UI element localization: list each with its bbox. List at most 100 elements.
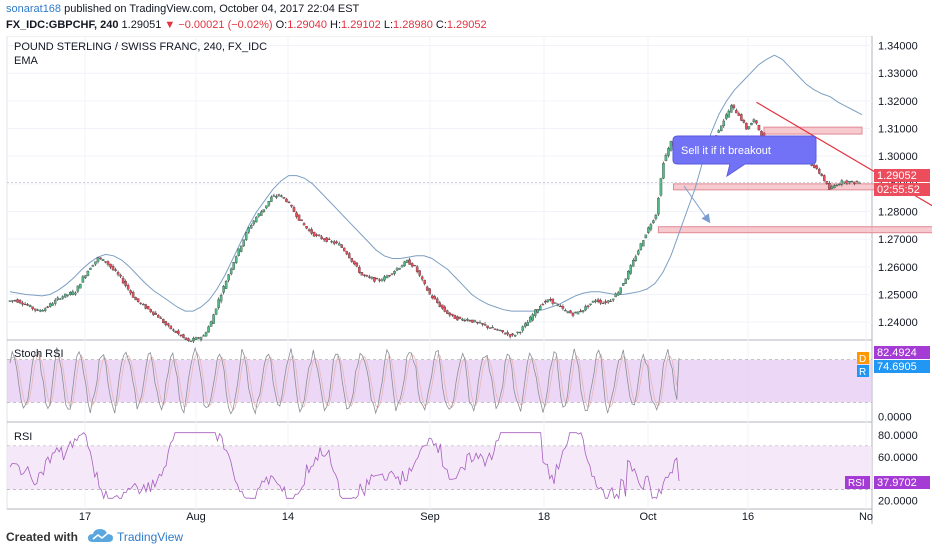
candle-body xyxy=(255,216,258,223)
candle-body xyxy=(448,312,452,316)
candle-body xyxy=(184,337,188,340)
candle-body xyxy=(657,197,660,215)
candle-body xyxy=(212,314,215,324)
candle-body xyxy=(340,244,344,248)
candle-body xyxy=(476,322,479,324)
axes: 1.34000 1.33000 1.32000 1.31000 1.30000 1.290… xyxy=(79,41,918,523)
candle-body xyxy=(144,304,147,309)
candle-body xyxy=(395,268,399,271)
candle-body xyxy=(581,310,585,312)
author-link[interactable]: sonarat168 xyxy=(6,3,62,15)
candle-body xyxy=(11,300,14,302)
stoch-band xyxy=(7,359,872,403)
candle-body xyxy=(840,180,844,185)
stoch-k-value: 82.4924 xyxy=(877,347,917,359)
stoch-tag-d: D xyxy=(859,354,866,365)
candle-body xyxy=(491,327,494,329)
candle-body xyxy=(508,334,512,337)
candle-body xyxy=(614,293,617,298)
candle-body xyxy=(312,231,316,237)
stoch-tick-label: 0.0000 xyxy=(878,411,912,423)
candle-body xyxy=(451,313,454,316)
candle-body xyxy=(717,130,720,133)
candle-body xyxy=(224,281,228,289)
candle-body xyxy=(393,271,396,274)
close-value: 1.29052 xyxy=(446,19,487,31)
candle-body xyxy=(149,309,152,313)
candle-body xyxy=(348,253,351,259)
candle-body xyxy=(652,220,655,224)
candle-body xyxy=(420,276,424,280)
candle-body xyxy=(835,185,839,187)
candle-body xyxy=(589,303,592,305)
candle-body xyxy=(584,306,587,311)
candle-body xyxy=(53,299,57,304)
candle-body xyxy=(539,305,542,311)
candle-body xyxy=(760,130,763,136)
candle-body xyxy=(111,266,115,270)
rsi-pane xyxy=(7,432,872,500)
stoch-d-value: 74.6905 xyxy=(877,361,917,373)
candle-body xyxy=(624,278,628,284)
candle-body xyxy=(265,205,268,209)
rsi-line xyxy=(9,432,680,500)
chart-title: POUND STERLING / SWISS FRANC, 240, FX_ID… xyxy=(14,41,267,53)
candle-body xyxy=(317,234,321,237)
candle-body xyxy=(410,263,414,267)
candle-body xyxy=(521,326,524,331)
price-tick-label: 1.28000 xyxy=(878,207,918,219)
candle-body xyxy=(358,267,361,273)
candle-body xyxy=(576,311,580,315)
annotation-bubble[interactable]: Sell it if it breakout xyxy=(672,135,817,178)
candle-body xyxy=(551,298,555,304)
candle-body xyxy=(48,303,52,307)
created-with: Created with xyxy=(6,530,79,544)
close-label: C: xyxy=(435,19,447,31)
candle-body xyxy=(157,314,160,318)
candle-body xyxy=(59,298,62,300)
stoch-rsi-title: Stoch RSI xyxy=(14,348,64,360)
candle-body xyxy=(405,259,409,263)
candle-body xyxy=(468,320,472,322)
candle-body xyxy=(250,225,253,229)
candle-body xyxy=(159,317,163,319)
rsi-tag: RSI xyxy=(848,478,865,489)
candle-body xyxy=(141,304,145,306)
rsi-tick-label: 60.0000 xyxy=(878,452,918,464)
candle-body xyxy=(154,312,158,315)
candle-body xyxy=(81,276,85,283)
annotation-text: Sell it if it breakout xyxy=(681,145,771,157)
candle-body xyxy=(227,274,230,281)
candle-body xyxy=(742,120,746,123)
candle-body xyxy=(483,324,487,326)
candle-body xyxy=(275,196,278,198)
candle-body xyxy=(300,219,303,222)
candle-body xyxy=(350,257,354,262)
candle-body xyxy=(858,182,861,184)
candle-body xyxy=(114,269,117,271)
candle-body xyxy=(833,185,836,189)
candle-body xyxy=(172,329,175,331)
candle-body xyxy=(134,297,137,301)
candle-body xyxy=(343,247,346,252)
tradingview-link[interactable]: TradingView xyxy=(117,530,184,544)
price-tag: 1.29052 xyxy=(877,170,917,182)
candle-body xyxy=(441,304,444,309)
candle-body xyxy=(418,270,421,276)
candle-body xyxy=(627,271,630,280)
candle-body xyxy=(320,236,323,240)
candle-body xyxy=(26,304,29,306)
candle-body xyxy=(466,319,469,321)
candle-body xyxy=(287,201,291,204)
candle-body xyxy=(84,275,87,279)
candle-body xyxy=(252,220,256,225)
candle-body xyxy=(189,340,193,342)
rsi-title: RSI xyxy=(14,431,32,443)
chart-area[interactable]: 1.34000 1.33000 1.32000 1.31000 1.30000 1.290… xyxy=(0,36,932,524)
candle-body xyxy=(823,175,826,182)
candle-body xyxy=(446,310,449,314)
candle-body xyxy=(373,277,376,282)
candle-body xyxy=(146,305,150,310)
price-change: −0.00021 (−0.02%) xyxy=(178,19,273,31)
candle-body xyxy=(209,321,213,327)
